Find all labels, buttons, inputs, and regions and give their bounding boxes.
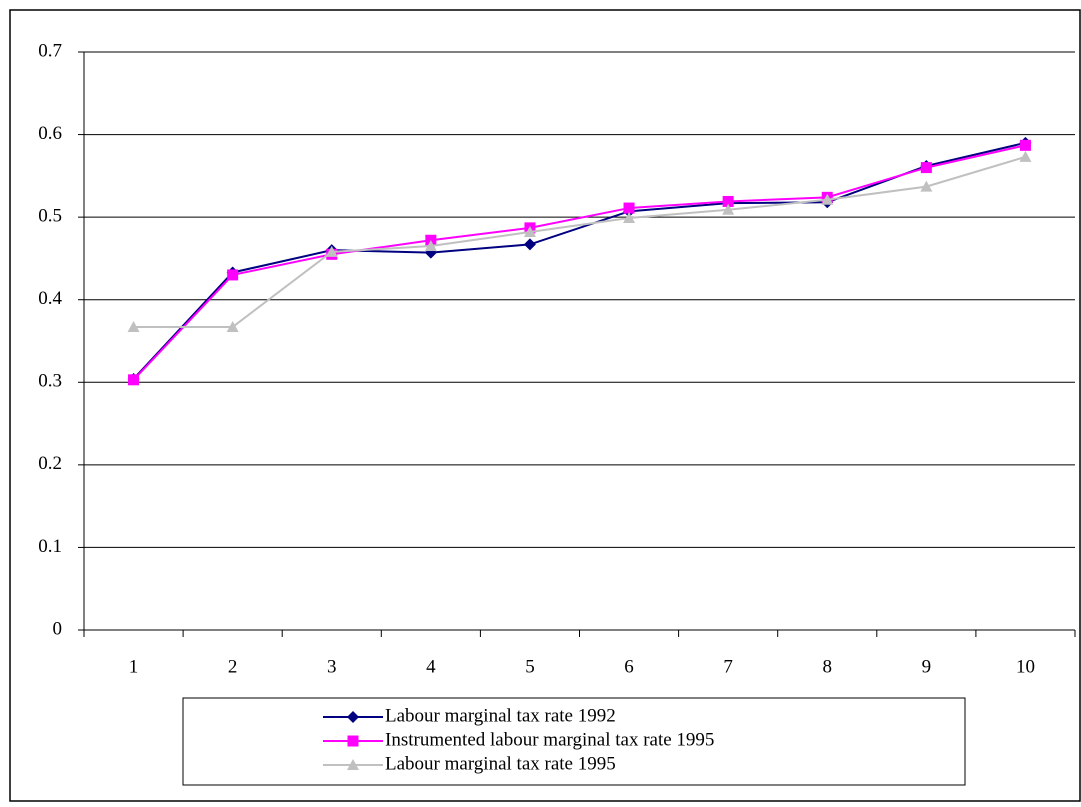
data-point xyxy=(920,162,932,174)
data-point xyxy=(623,211,636,223)
x-tick-label: 7 xyxy=(723,656,733,677)
series-line xyxy=(132,144,1026,381)
data-point xyxy=(722,203,735,215)
series-line xyxy=(132,141,1026,380)
x-tick-label: 5 xyxy=(525,656,535,677)
legend-label: Labour marginal tax rate 1995 xyxy=(385,753,616,774)
y-tick-label: 0.5 xyxy=(38,206,62,227)
data-point xyxy=(623,202,635,214)
data-point xyxy=(821,193,834,205)
legend-label: Instrumented labour marginal tax rate 19… xyxy=(385,729,714,750)
y-tick-label: 0.3 xyxy=(38,371,62,392)
x-tick-label: 6 xyxy=(624,656,634,677)
data-point xyxy=(1019,150,1032,162)
x-tick-label: 10 xyxy=(1016,656,1035,677)
data-point xyxy=(523,226,536,238)
legend-marker xyxy=(347,759,359,770)
y-tick-label: 0.6 xyxy=(38,123,62,144)
data-point xyxy=(1019,139,1031,151)
legend-box xyxy=(182,697,966,786)
x-tick-label: 2 xyxy=(228,656,238,677)
x-tick-label: 1 xyxy=(129,656,139,677)
data-point xyxy=(226,320,239,332)
x-tick-label: 8 xyxy=(823,656,833,677)
x-tick-label: 4 xyxy=(426,656,436,677)
series-line xyxy=(133,155,1026,328)
y-tick-label: 0.2 xyxy=(38,453,62,474)
data-point xyxy=(920,180,933,192)
y-tick-label: 0.4 xyxy=(38,288,62,309)
y-tick-label: 0.1 xyxy=(38,536,62,557)
legend-label: Labour marginal tax rate 1992 xyxy=(385,705,616,726)
data-point xyxy=(227,269,239,281)
chart-border xyxy=(9,9,1081,802)
x-tick-label: 9 xyxy=(922,656,932,677)
y-tick-label: 0.7 xyxy=(38,40,62,61)
data-point xyxy=(128,374,140,386)
legend-marker xyxy=(347,735,359,747)
data-point xyxy=(424,240,437,252)
data-point xyxy=(325,245,338,257)
data-point xyxy=(722,195,734,207)
data-point xyxy=(127,320,140,332)
y-tick-label: 0 xyxy=(53,618,63,639)
data-point xyxy=(523,238,536,251)
x-tick-label: 3 xyxy=(327,656,337,677)
legend-marker xyxy=(347,711,359,723)
